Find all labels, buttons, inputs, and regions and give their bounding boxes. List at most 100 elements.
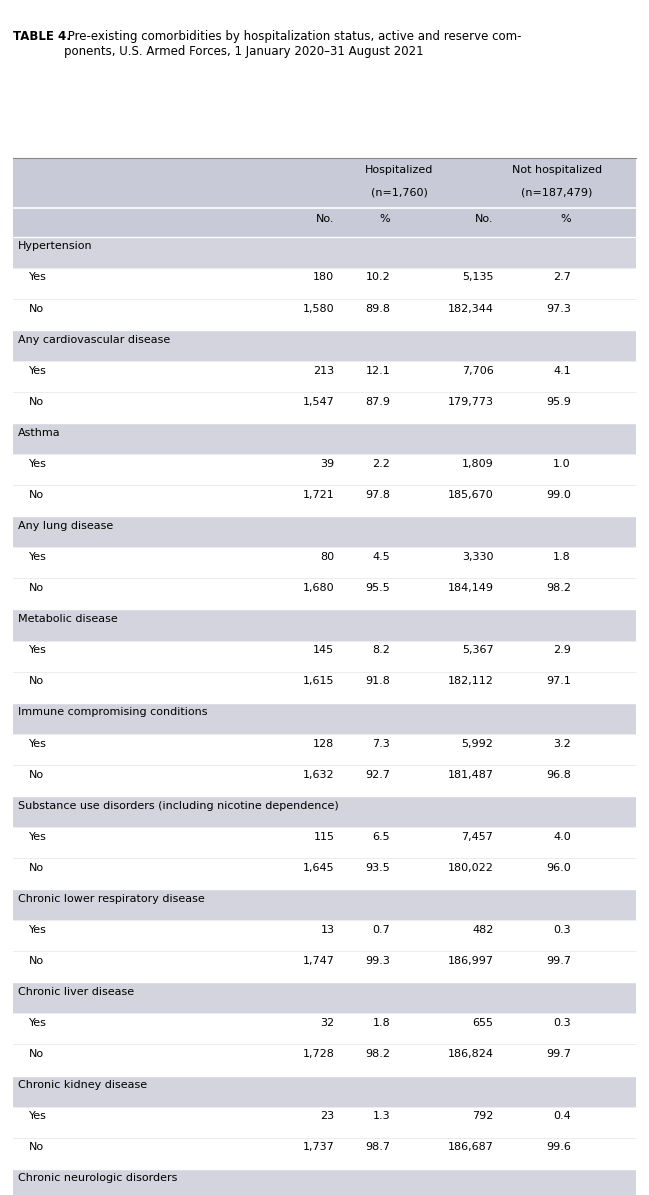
Text: 1.8: 1.8 (553, 552, 571, 562)
Text: No: No (29, 956, 44, 966)
Text: No.: No. (316, 214, 334, 223)
Text: No: No (29, 304, 44, 313)
Text: Chronic neurologic disorders: Chronic neurologic disorders (18, 1173, 178, 1183)
Text: 1,615: 1,615 (303, 676, 334, 686)
Text: No: No (29, 397, 44, 406)
Text: 1,747: 1,747 (302, 956, 334, 966)
Text: 7,706: 7,706 (461, 366, 493, 375)
Bar (13, 1013, 636, 1044)
Text: 792: 792 (472, 1111, 493, 1121)
Bar (13, 982, 636, 1013)
Text: 6.5: 6.5 (373, 832, 390, 841)
Text: 1,632: 1,632 (302, 770, 334, 779)
Text: 5,367: 5,367 (461, 645, 493, 655)
Text: No: No (29, 676, 44, 686)
Text: 97.3: 97.3 (546, 304, 571, 313)
Bar (13, 796, 636, 827)
Text: 1,680: 1,680 (302, 583, 334, 593)
Text: 1,721: 1,721 (302, 490, 334, 500)
Text: 182,344: 182,344 (447, 304, 493, 313)
Bar (13, 1076, 636, 1107)
Text: 1.8: 1.8 (373, 1018, 390, 1028)
Text: 3,330: 3,330 (462, 552, 493, 562)
Text: 99.7: 99.7 (546, 956, 571, 966)
Text: Metabolic disease: Metabolic disease (18, 614, 118, 624)
Bar (13, 361, 636, 392)
Text: 182,112: 182,112 (447, 676, 493, 686)
Text: Asthma: Asthma (18, 428, 61, 437)
Text: 10.2: 10.2 (365, 272, 390, 282)
Bar (13, 208, 636, 237)
Bar (13, 1107, 636, 1138)
Text: 0.4: 0.4 (553, 1111, 571, 1121)
Text: Any lung disease: Any lung disease (18, 521, 114, 531)
Bar (13, 268, 636, 299)
Bar (13, 672, 636, 703)
Text: Yes: Yes (29, 739, 47, 748)
Text: %: % (560, 214, 571, 223)
Text: 97.8: 97.8 (365, 490, 390, 500)
Text: Hypertension: Hypertension (18, 241, 93, 251)
Text: No: No (29, 863, 44, 872)
Bar (13, 516, 636, 547)
Text: Yes: Yes (29, 366, 47, 375)
Text: 23: 23 (320, 1111, 334, 1121)
Bar (13, 1044, 636, 1076)
Text: 4.1: 4.1 (553, 366, 571, 375)
Text: 98.7: 98.7 (365, 1142, 390, 1152)
Text: 1,547: 1,547 (302, 397, 334, 406)
Bar (13, 392, 636, 423)
Text: 1,580: 1,580 (302, 304, 334, 313)
Text: 95.5: 95.5 (365, 583, 390, 593)
Text: 185,670: 185,670 (448, 490, 493, 500)
Text: 655: 655 (472, 1018, 493, 1028)
Text: 39: 39 (320, 459, 334, 468)
Text: 2.9: 2.9 (553, 645, 571, 655)
Bar (13, 827, 636, 858)
Text: 99.3: 99.3 (365, 956, 390, 966)
Text: (n=187,479): (n=187,479) (521, 188, 593, 197)
Text: No: No (29, 1142, 44, 1152)
Text: Substance use disorders (including nicotine dependence): Substance use disorders (including nicot… (18, 801, 339, 810)
Text: TABLE 4.: TABLE 4. (13, 30, 71, 43)
Text: Yes: Yes (29, 645, 47, 655)
Text: Chronic lower respiratory disease: Chronic lower respiratory disease (18, 894, 205, 903)
Bar (13, 330, 636, 361)
Text: 115: 115 (313, 832, 334, 841)
Text: 32: 32 (320, 1018, 334, 1028)
Bar (13, 609, 636, 641)
Text: 91.8: 91.8 (365, 676, 390, 686)
Text: 3.2: 3.2 (553, 739, 571, 748)
Text: 4.5: 4.5 (373, 552, 390, 562)
Bar (13, 299, 636, 330)
Text: 13: 13 (321, 925, 334, 934)
Text: Yes: Yes (29, 1111, 47, 1121)
Text: 1,737: 1,737 (302, 1142, 334, 1152)
Text: Yes: Yes (29, 459, 47, 468)
Text: 7,457: 7,457 (461, 832, 493, 841)
Text: %: % (380, 214, 390, 223)
Text: 0.3: 0.3 (553, 925, 571, 934)
Text: No: No (29, 490, 44, 500)
Text: Hospitalized: Hospitalized (365, 165, 434, 174)
Text: 5,135: 5,135 (462, 272, 493, 282)
Text: 181,487: 181,487 (447, 770, 493, 779)
Text: 482: 482 (472, 925, 493, 934)
Text: No: No (29, 583, 44, 593)
Bar (13, 641, 636, 672)
Text: Yes: Yes (29, 272, 47, 282)
Text: 0.3: 0.3 (553, 1018, 571, 1028)
Text: 180,022: 180,022 (447, 863, 493, 872)
Text: 97.1: 97.1 (546, 676, 571, 686)
Bar (13, 920, 636, 951)
Text: 0.7: 0.7 (373, 925, 390, 934)
Bar (13, 237, 636, 268)
Text: 1.3: 1.3 (373, 1111, 390, 1121)
Bar (13, 485, 636, 516)
Text: 98.2: 98.2 (546, 583, 571, 593)
Text: 1,728: 1,728 (302, 1049, 334, 1059)
Bar (13, 1169, 636, 1195)
Text: 186,997: 186,997 (447, 956, 493, 966)
Text: 99.6: 99.6 (546, 1142, 571, 1152)
Text: 1,809: 1,809 (461, 459, 493, 468)
